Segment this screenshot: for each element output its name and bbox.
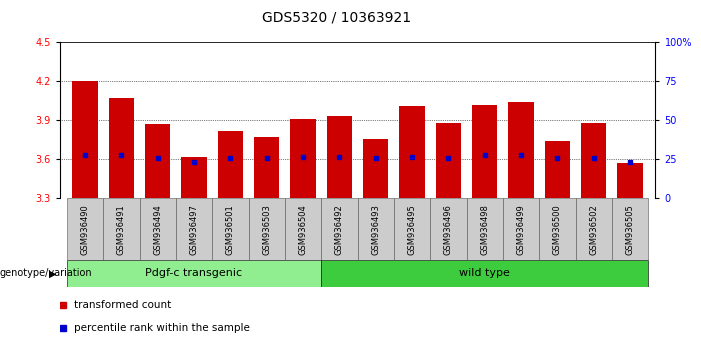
Bar — [435, 123, 461, 198]
Text: wild type: wild type — [459, 268, 510, 279]
Text: GSM936499: GSM936499 — [517, 204, 526, 255]
Bar — [285, 198, 321, 260]
Bar — [618, 163, 643, 198]
Bar — [72, 81, 97, 198]
Bar — [217, 131, 243, 198]
Bar — [466, 198, 503, 260]
Bar — [290, 119, 315, 198]
Text: GDS5320 / 10363921: GDS5320 / 10363921 — [262, 11, 411, 25]
Bar — [109, 98, 134, 198]
Text: GSM936504: GSM936504 — [299, 204, 308, 255]
Text: GSM936503: GSM936503 — [262, 204, 271, 255]
Bar — [145, 124, 170, 198]
Bar — [400, 106, 425, 198]
Bar — [503, 198, 539, 260]
Text: GSM936493: GSM936493 — [371, 204, 380, 255]
Text: GSM936492: GSM936492 — [335, 204, 344, 255]
Bar — [254, 137, 280, 198]
Text: GSM936491: GSM936491 — [117, 204, 126, 255]
Text: GSM936501: GSM936501 — [226, 204, 235, 255]
Bar — [394, 198, 430, 260]
Text: genotype/variation: genotype/variation — [0, 268, 93, 279]
Bar — [249, 198, 285, 260]
Bar — [67, 198, 103, 260]
Bar — [545, 141, 570, 198]
Bar — [612, 198, 648, 260]
Text: GSM936498: GSM936498 — [480, 204, 489, 255]
Text: transformed count: transformed count — [74, 300, 172, 310]
Bar — [508, 102, 533, 198]
Bar — [430, 198, 466, 260]
Bar — [358, 198, 394, 260]
Text: GSM936502: GSM936502 — [589, 204, 598, 255]
Text: GSM936494: GSM936494 — [154, 204, 162, 255]
Text: GSM936496: GSM936496 — [444, 204, 453, 255]
Bar — [327, 116, 352, 198]
Bar — [321, 260, 648, 287]
Text: GSM936495: GSM936495 — [407, 204, 416, 255]
Text: Pdgf-c transgenic: Pdgf-c transgenic — [145, 268, 243, 279]
Bar — [103, 198, 139, 260]
Text: percentile rank within the sample: percentile rank within the sample — [74, 323, 250, 333]
Bar — [576, 198, 612, 260]
Text: GSM936500: GSM936500 — [553, 204, 562, 255]
Text: GSM936497: GSM936497 — [189, 204, 198, 255]
Bar — [176, 198, 212, 260]
Bar — [581, 123, 606, 198]
Bar — [67, 260, 321, 287]
Bar — [139, 198, 176, 260]
Bar — [539, 198, 576, 260]
Text: ▶: ▶ — [48, 268, 56, 279]
Bar — [212, 198, 249, 260]
Bar — [472, 105, 498, 198]
Text: GSM936505: GSM936505 — [625, 204, 634, 255]
Bar — [321, 198, 358, 260]
Text: GSM936490: GSM936490 — [81, 204, 90, 255]
Bar — [363, 138, 388, 198]
Bar — [182, 157, 207, 198]
